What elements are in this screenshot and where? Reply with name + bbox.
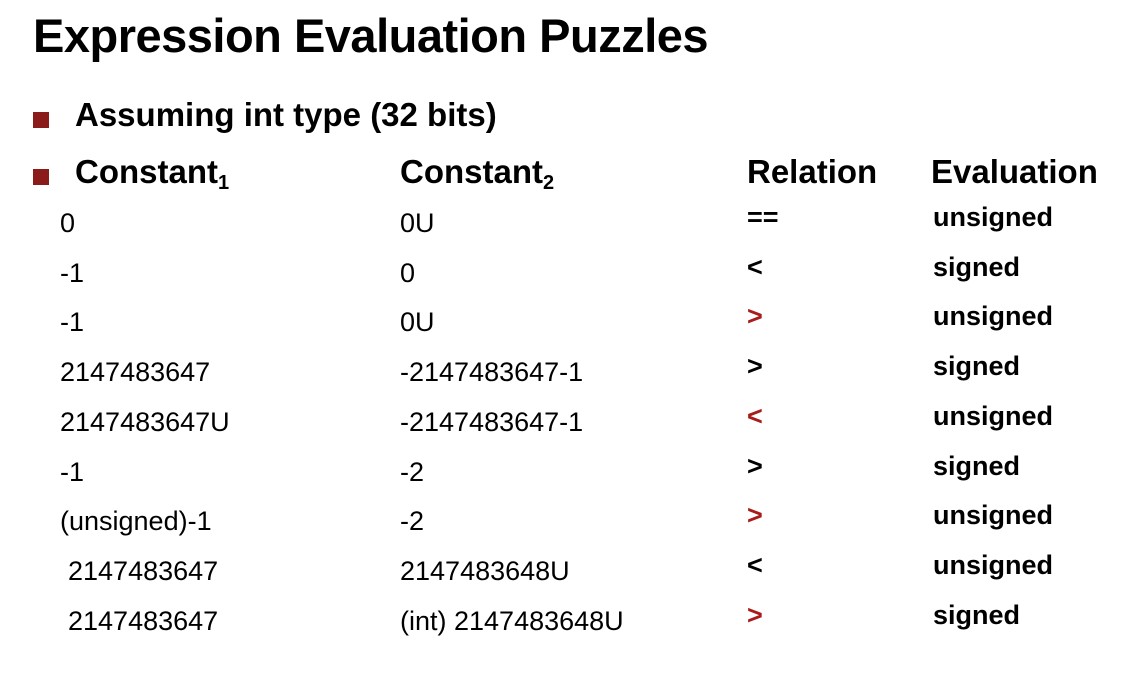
cell-evaluation: unsigned	[933, 400, 1053, 431]
cell-evaluation: unsigned	[933, 301, 1053, 332]
cell-constant2: 0	[400, 257, 416, 288]
header-constant1-label: Constant	[75, 153, 218, 190]
bullet-square-icon	[33, 169, 49, 185]
bullet-square-icon	[33, 112, 49, 128]
assumption-text: Assuming int type (32 bits)	[75, 96, 497, 133]
cell-constant2: -2147483647-1	[400, 357, 584, 388]
cell-constant2: -2	[400, 506, 425, 537]
cell-relation: >	[747, 500, 763, 531]
cell-constant1: 0	[60, 208, 76, 238]
cell-relation: <	[747, 251, 763, 282]
cell-constant2: -2147483647-1	[400, 406, 584, 437]
cell-relation: <	[747, 549, 763, 580]
cell-constant1: (unsigned)-1	[60, 506, 212, 537]
cell-evaluation: unsigned	[933, 549, 1053, 580]
cell-constant2: 0U	[400, 307, 435, 338]
header-constant1: Constant1	[75, 153, 230, 194]
header-constant1-subscript: 1	[218, 172, 230, 194]
cell-relation: ==	[747, 202, 779, 232]
cell-relation: >	[747, 599, 763, 630]
cell-constant1: -1	[60, 257, 85, 288]
header-constant2-subscript: 2	[543, 172, 555, 194]
header-constant2: Constant2	[400, 153, 555, 194]
cell-evaluation: signed	[933, 251, 1021, 282]
cell-constant1: 2147483647	[60, 357, 211, 388]
header-evaluation: Evaluation	[931, 153, 1098, 190]
cell-constant1: 2147483647	[68, 605, 219, 636]
cell-constant1: -1	[60, 307, 85, 338]
header-relation: Relation	[747, 153, 878, 190]
cell-constant1: 2147483647U	[60, 406, 230, 437]
header-constant2-label: Constant	[400, 153, 543, 190]
cell-constant2: 0U	[400, 208, 435, 238]
page-title: Expression Evaluation Puzzles	[33, 9, 709, 62]
cell-evaluation: unsigned	[933, 202, 1053, 232]
cell-evaluation: unsigned	[933, 500, 1053, 531]
cell-constant2: -2	[400, 456, 425, 487]
cell-constant2: 2147483648U	[400, 555, 570, 586]
cell-relation: >	[747, 351, 763, 382]
cell-evaluation: signed	[933, 351, 1021, 382]
cell-constant1: 2147483647	[68, 555, 219, 586]
cell-relation: >	[747, 450, 763, 481]
cell-constant2: (int) 2147483648U	[400, 605, 624, 636]
cell-relation: <	[747, 400, 763, 431]
cell-evaluation: signed	[933, 450, 1021, 481]
cell-constant1: -1	[60, 456, 85, 487]
cell-relation: >	[747, 301, 763, 332]
cell-evaluation: signed	[933, 599, 1021, 630]
